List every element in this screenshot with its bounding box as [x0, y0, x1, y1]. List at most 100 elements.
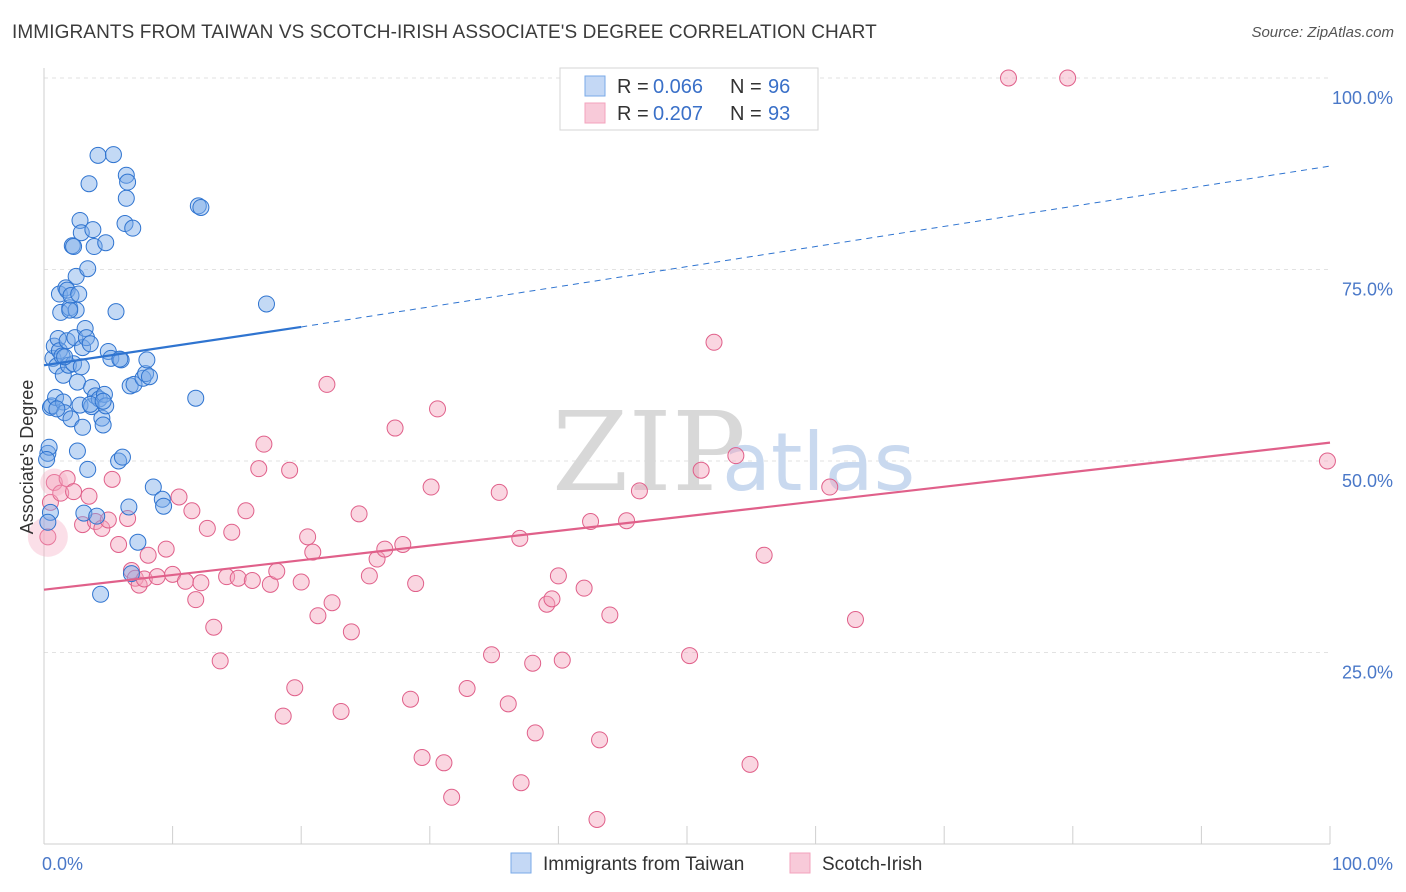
taiwan-point-25	[65, 238, 83, 256]
taiwan-point-38	[75, 504, 93, 522]
axes	[43, 68, 1331, 845]
bottom-legend: Immigrants from Taiwan Scotch-Irish	[510, 852, 922, 875]
x-tick-label-0: 0.0%	[42, 854, 83, 874]
watermark-zip: ZIP	[552, 388, 746, 516]
taiwan-point-53	[92, 585, 110, 603]
scotch-irish-point-25	[187, 591, 205, 609]
taiwan-point-84	[189, 197, 207, 215]
scotch-irish-point-50	[350, 505, 368, 523]
scotch-irish-cluster-1	[40, 468, 69, 497]
taiwan-point-36	[74, 339, 92, 357]
scotch-irish-point-58	[413, 748, 431, 766]
scotch-irish-point-64	[483, 646, 501, 664]
scotch-irish-point-20	[157, 540, 175, 558]
source-label: Source: ZipAtlas.com	[1251, 24, 1394, 41]
scotch-irish-point-8	[86, 513, 104, 531]
scotch-irish-point-31	[223, 523, 241, 541]
taiwan-point-87	[38, 450, 56, 468]
taiwan-point-33	[71, 211, 89, 229]
scotch-irish-point-68	[511, 529, 529, 547]
scotch-irish-point-0	[39, 528, 57, 546]
taiwan-point-79	[140, 368, 158, 386]
taiwan-point-93	[81, 395, 99, 413]
scotch-irish-point-83	[692, 461, 710, 479]
taiwan-point-50	[88, 507, 106, 525]
scotch-irish-point-82	[681, 647, 699, 665]
legend-n-value-scotch: 93	[768, 103, 790, 125]
chart-title: IMMIGRANTS FROM TAIWAN VS SCOTCH-IRISH A…	[12, 22, 877, 43]
taiwan-point-73	[124, 219, 142, 237]
scotch-irish-point-89	[846, 611, 864, 629]
scotch-irish-point-42	[292, 573, 310, 591]
taiwan-point-69	[119, 173, 137, 191]
scotch-irish-point-34	[243, 571, 261, 589]
taiwan-point-67	[117, 189, 135, 207]
taiwan-point-24	[63, 237, 81, 255]
scotch-irish-point-75	[575, 579, 593, 597]
scotch-irish-point-79	[601, 606, 619, 624]
scotch-irish-point-48	[332, 702, 350, 720]
taiwan-point-37	[74, 418, 92, 436]
y-tick-labels: 25.0% 50.0% 75.0% 100.0%	[1332, 88, 1393, 683]
scotch-irish-point-66	[499, 695, 517, 713]
taiwan-points	[38, 146, 275, 603]
taiwan-point-43	[80, 175, 98, 193]
legend-n-value-taiwan: 96	[768, 76, 790, 98]
taiwan-point-42	[79, 460, 97, 478]
taiwan-point-76	[134, 369, 152, 387]
scotch-irish-point-43	[299, 528, 317, 546]
scotch-irish-point-88	[821, 478, 839, 496]
scotch-irish-point-26	[192, 574, 210, 592]
taiwan-point-1	[39, 444, 57, 462]
scotch-irish-point-49	[342, 623, 360, 641]
scotch-irish-point-24	[183, 502, 201, 520]
taiwan-point-70	[120, 498, 138, 516]
watermark: ZIP atlas	[552, 388, 915, 516]
taiwan-point-44	[81, 335, 99, 353]
scotch-irish-point-54	[386, 419, 404, 437]
taiwan-point-94	[94, 392, 112, 410]
scotch-irish-point-70	[526, 724, 544, 742]
taiwan-point-72	[122, 565, 140, 583]
scotch-irish-point-41	[286, 679, 304, 697]
taiwan-point-75	[129, 533, 147, 551]
legend-swatch-scotch	[584, 102, 606, 124]
taiwan-point-82	[155, 497, 173, 515]
scotch-irish-point-3	[52, 484, 70, 502]
scotch-irish-point-5	[65, 483, 83, 501]
y-axis-label: Associate's Degree	[17, 380, 37, 535]
scotch-irish-trend-line	[43, 441, 1331, 591]
scotch-irish-point-62	[443, 788, 461, 806]
taiwan-point-47	[84, 221, 102, 239]
scotch-irish-point-27	[198, 519, 216, 537]
scotch-irish-point-61	[435, 754, 453, 772]
taiwan-trend-extension	[301, 165, 1331, 328]
scotch-irish-point-59	[422, 478, 440, 496]
scotch-irish-point-23	[176, 572, 194, 590]
scotch-irish-point-45	[309, 607, 327, 625]
scotch-irish-point-46	[318, 375, 336, 393]
scotch-irish-point-40	[281, 461, 299, 479]
taiwan-point-57	[97, 234, 115, 252]
taiwan-point-41	[79, 260, 97, 278]
scotch-irish-point-71	[538, 595, 556, 613]
scotch-irish-points	[27, 69, 1336, 828]
legend-r-label-scotch: R =	[617, 103, 649, 125]
taiwan-point-61	[104, 146, 122, 164]
bottom-legend-taiwan: Immigrants from Taiwan	[543, 854, 744, 875]
scotch-irish-point-92	[1318, 452, 1336, 470]
taiwan-point-16	[56, 404, 74, 422]
taiwan-point-80	[144, 478, 162, 496]
scotch-irish-point-44	[304, 543, 322, 561]
taiwan-point-91	[61, 301, 79, 319]
taiwan-point-0	[41, 503, 59, 521]
taiwan-point-31	[68, 442, 86, 460]
taiwan-point-89	[48, 400, 66, 418]
scotch-irish-point-77	[588, 810, 606, 828]
scotch-irish-point-80	[618, 512, 636, 530]
scotch-irish-point-81	[630, 482, 648, 500]
scotch-irish-point-22	[170, 488, 188, 506]
bottom-legend-swatch-taiwan	[510, 852, 532, 874]
scotch-irish-point-74	[553, 651, 571, 669]
